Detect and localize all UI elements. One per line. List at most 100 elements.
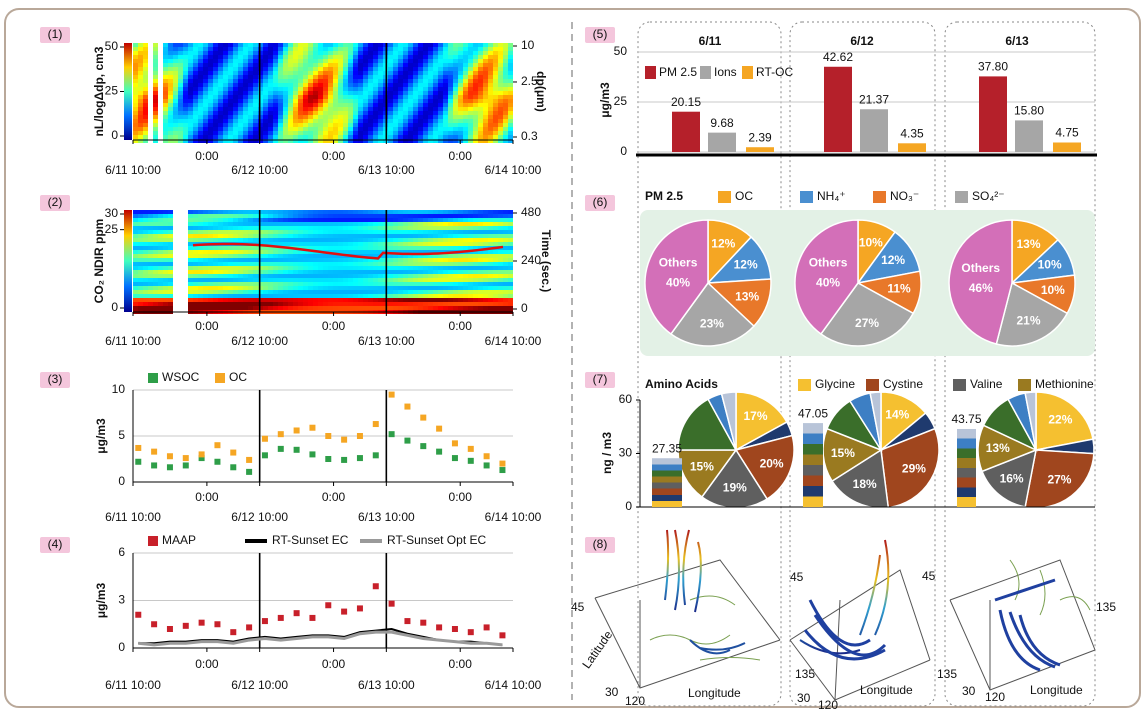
- heatmap-cell: [488, 238, 493, 242]
- heatmap-cell: [368, 218, 373, 222]
- heatmap-cell: [458, 99, 463, 103]
- heatmap-cell: [148, 218, 153, 222]
- heatmap-cell: [363, 123, 368, 127]
- heatmap-cell: [508, 135, 513, 139]
- heatmap-cell: [458, 91, 463, 95]
- map-box: [789, 569, 931, 701]
- heatmap-cell: [268, 222, 273, 226]
- heatmap-cell: [263, 87, 268, 91]
- heatmap-cell: [368, 115, 373, 119]
- slice-label: 29%: [902, 462, 926, 476]
- y-tick-label: 0: [620, 144, 627, 158]
- heatmap-cell: [373, 83, 378, 87]
- heatmap-cell: [398, 258, 403, 262]
- heatmap-cell: [508, 119, 513, 123]
- heatmap-cell: [498, 234, 503, 238]
- heatmap-cell: [143, 59, 148, 63]
- heatmap-cell: [473, 123, 478, 127]
- legend-swatch: [798, 379, 811, 391]
- heatmap-cell: [348, 262, 353, 266]
- heatmap-cell: [413, 91, 418, 95]
- heatmap-cell: [148, 254, 153, 258]
- heatmap-cell: [188, 139, 193, 143]
- heatmap-cell: [438, 278, 443, 282]
- heatmap-cell: [158, 47, 163, 51]
- heatmap-cell: [278, 254, 283, 258]
- heatmap-cell: [488, 51, 493, 55]
- heatmap-cell: [458, 294, 463, 298]
- heatmap-cell: [198, 226, 203, 230]
- heatmap-cell: [188, 75, 193, 79]
- heatmap-cell: [228, 79, 233, 83]
- heatmap-cell: [493, 230, 498, 234]
- heatmap-cell: [353, 131, 358, 135]
- heatmap-cell: [333, 210, 338, 214]
- heatmap-cell: [378, 135, 383, 139]
- heatmap-cell: [188, 278, 193, 282]
- heatmap-cell: [273, 214, 278, 218]
- heatmap-cell: [183, 214, 188, 218]
- heatmap-cell: [193, 226, 198, 230]
- heatmap-cell: [223, 290, 228, 294]
- heatmap-cell: [403, 91, 408, 95]
- heatmap-cell: [353, 135, 358, 139]
- heatmap-cell: [163, 83, 168, 87]
- heatmap-cell: [283, 278, 288, 282]
- heatmap-cell: [253, 230, 258, 234]
- heatmap-cell: [258, 238, 263, 242]
- heatmap-cell: [233, 274, 238, 278]
- heatmap-cell: [403, 95, 408, 99]
- heatmap-cell: [308, 119, 313, 123]
- heatmap-cell: [163, 119, 168, 123]
- heatmap-cell: [403, 67, 408, 71]
- heatmap-cell: [428, 55, 433, 59]
- heatmap-cell: [293, 107, 298, 111]
- heatmap-cell: [298, 278, 303, 282]
- heatmap-cell: [413, 214, 418, 218]
- heatmap-cell: [458, 59, 463, 63]
- heatmap-cell: [193, 115, 198, 119]
- heatmap-cell: [263, 119, 268, 123]
- pie-slice: [948, 219, 1013, 345]
- heatmap-cell: [398, 107, 403, 111]
- heatmap-cell: [248, 131, 253, 135]
- heatmap-cell: [268, 67, 273, 71]
- heatmap-cell: [468, 214, 473, 218]
- heatmap-cell: [278, 242, 283, 246]
- heatmap-cell: [333, 75, 338, 79]
- heatmap-cell: [493, 87, 498, 91]
- heatmap-cell: [268, 99, 273, 103]
- heatmap-cell: [323, 266, 328, 270]
- heatmap-cell: [268, 306, 273, 310]
- heatmap-cell: [363, 222, 368, 226]
- heatmap-cell: [398, 222, 403, 226]
- heatmap-cell: [348, 258, 353, 262]
- heatmap-cell: [358, 266, 363, 270]
- heatmap-cell: [363, 119, 368, 123]
- heatmap-cell: [313, 302, 318, 306]
- heatmap-cell: [338, 266, 343, 270]
- heatmap-cell: [278, 79, 283, 83]
- heatmap-cell: [148, 123, 153, 127]
- heatmap-cell: [183, 123, 188, 127]
- heatmap-cell: [398, 87, 403, 91]
- heatmap-cell: [298, 95, 303, 99]
- heatmap-cell: [438, 131, 443, 135]
- heatmap-cell: [288, 103, 293, 107]
- heatmap-cell: [158, 306, 163, 310]
- heatmap-cell: [163, 226, 168, 230]
- heatmap-cell: [418, 83, 423, 87]
- heatmap-cell: [288, 242, 293, 246]
- point: [356, 455, 363, 462]
- heatmap-cell: [168, 107, 173, 111]
- heatmap-cell: [223, 302, 228, 306]
- heatmap-cell: [203, 222, 208, 226]
- heatmap-cell: [183, 210, 188, 214]
- heatmap-cell: [253, 83, 258, 87]
- heatmap-cell: [168, 83, 173, 87]
- heatmap-cell: [358, 282, 363, 286]
- heatmap-cell: [243, 55, 248, 59]
- heatmap-cell: [293, 290, 298, 294]
- heatmap-cell: [343, 282, 348, 286]
- heatmap-cell: [203, 214, 208, 218]
